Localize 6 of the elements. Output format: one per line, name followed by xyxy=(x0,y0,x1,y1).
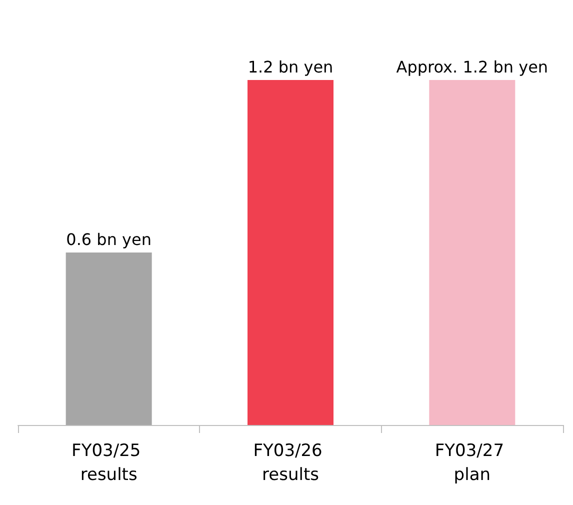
data-label: 1.2 bn yen xyxy=(248,58,334,76)
x-tick-label: FY03/25 results xyxy=(72,441,146,485)
data-label: 0.6 bn yen xyxy=(66,230,152,249)
x-tick-label: FY03/27 plan xyxy=(434,441,510,485)
x-tick-label: FY03/26 results xyxy=(253,441,328,485)
data-label: Approx. 1.2 bn yen xyxy=(396,58,548,76)
